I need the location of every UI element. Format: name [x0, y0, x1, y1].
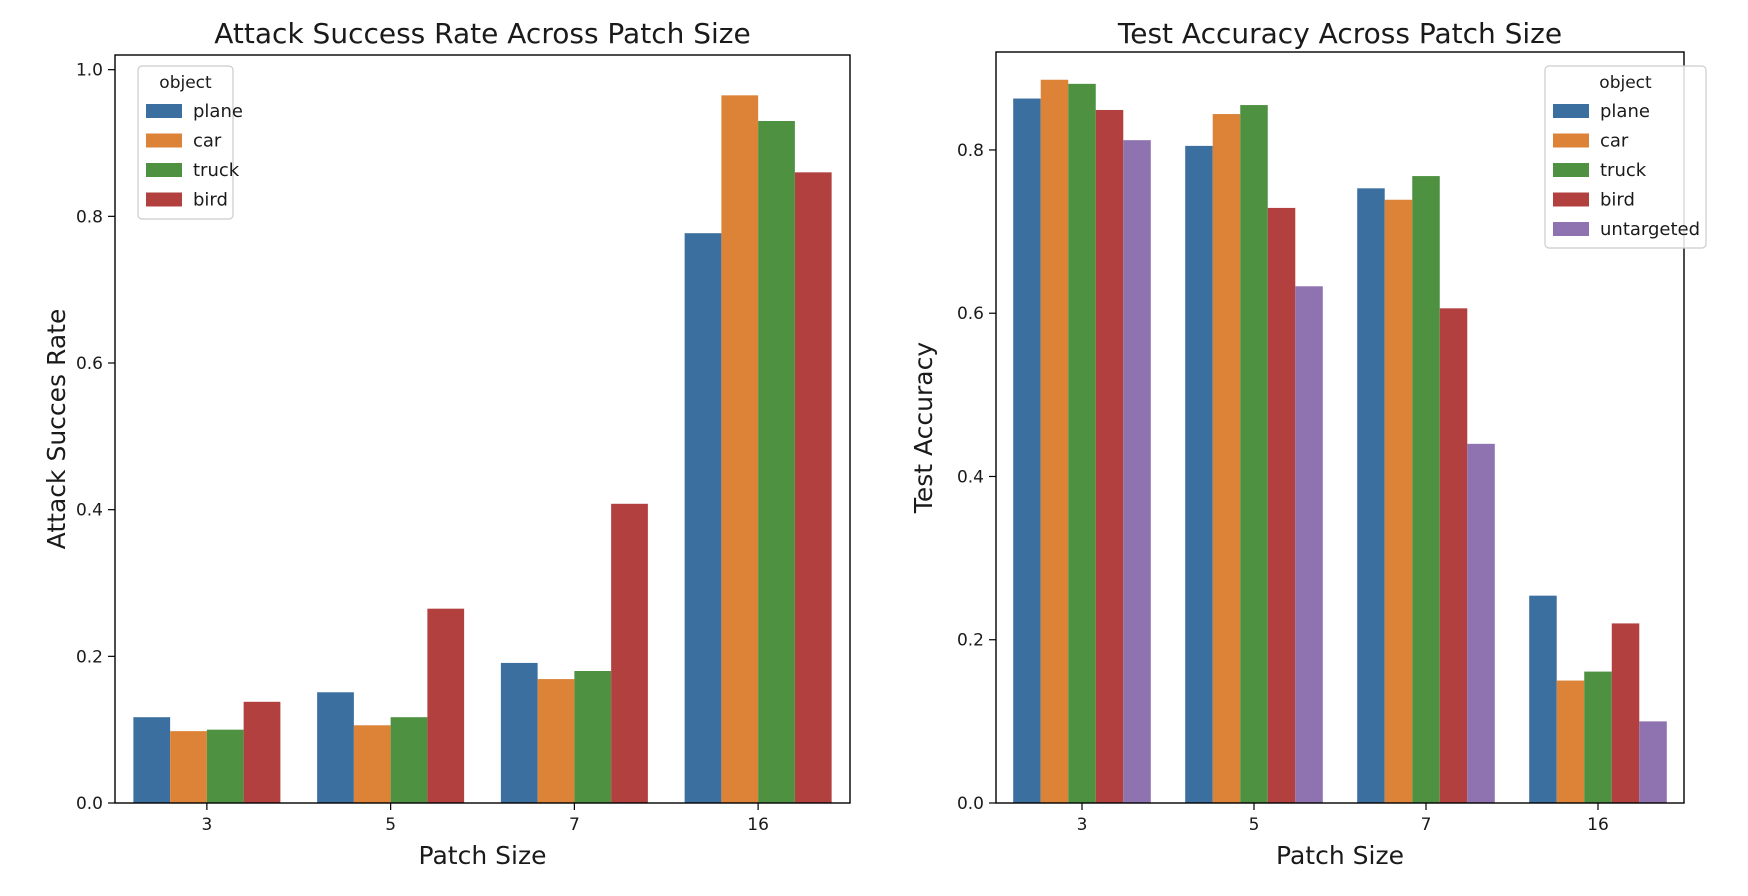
bar-truck-3: [1068, 83, 1096, 804]
bar-bird-7: [611, 503, 648, 803]
chart-title: Test Accuracy Across Patch Size: [1117, 17, 1562, 50]
bar-bird-5: [1267, 207, 1296, 803]
chart-test-accuracy: 3 5 7 16 0.0 0.2 0.4 0.6 0.8 Test Accuracy Across…: [909, 17, 1707, 870]
bar-bird-16: [1611, 623, 1640, 803]
bar-plane-7: [500, 662, 538, 803]
y-tick-label: 0.2: [76, 647, 103, 667]
bar-car-16: [1556, 680, 1585, 803]
y-tick-label: 0.8: [76, 207, 103, 227]
bar-truck-5: [1240, 105, 1268, 803]
legend-label-car: car: [1600, 131, 1629, 152]
y-axis-label: Attack Succes Rate: [42, 309, 71, 550]
bar-car-5: [1212, 114, 1241, 804]
legend-label-untargeted: untargeted: [1600, 219, 1700, 240]
bar-untargeted-5: [1295, 286, 1323, 803]
bar-car-16: [721, 95, 759, 803]
bar-truck-16: [1584, 671, 1612, 803]
bar-car-7: [537, 679, 575, 803]
bar-plane-5: [1185, 145, 1213, 804]
y-tick-label: 0.2: [957, 631, 984, 651]
y-tick-label: 0.4: [957, 467, 984, 487]
bar-truck-5: [390, 717, 428, 803]
bar-plane-7: [1357, 188, 1385, 803]
bar-bird-5: [427, 608, 465, 803]
chart-title: Attack Success Rate Across Patch Size: [214, 17, 750, 50]
legend-swatch-bird: [1553, 192, 1589, 207]
bar-car-3: [170, 731, 207, 803]
bar-car-3: [1040, 79, 1069, 803]
x-axis-label: Patch Size: [1276, 841, 1404, 870]
y-tick-label: 0.6: [76, 354, 103, 374]
bar-untargeted-7: [1467, 443, 1495, 803]
bar-untargeted-3: [1123, 140, 1151, 803]
bar-plane-3: [1013, 98, 1041, 803]
x-tick-label: 3: [201, 815, 212, 835]
legend-title: object: [1599, 73, 1652, 93]
legend-swatch-truck: [1553, 163, 1589, 177]
bar-bird-7: [1439, 308, 1468, 803]
y-tick-label: 0.8: [957, 141, 984, 161]
y-tick-label: 0.4: [76, 501, 103, 521]
y-tick-label: 0.0: [957, 794, 984, 814]
bar-bird-3: [243, 701, 281, 803]
plot-frame: [995, 51, 1685, 804]
x-axis-label: Patch Size: [419, 841, 547, 870]
legend-label-plane: plane: [1600, 101, 1650, 122]
bar-truck-3: [206, 729, 244, 803]
x-tick-label: 16: [747, 815, 769, 835]
y-tick-label: 0.6: [957, 304, 984, 324]
legend-swatch-untargeted: [1553, 222, 1589, 236]
legend-label-car: car: [193, 131, 222, 152]
bar-truck-7: [574, 671, 612, 803]
legend-title: object: [159, 73, 212, 93]
legend: object plane car truck bird: [137, 65, 243, 220]
legend-label-truck: truck: [1600, 160, 1647, 181]
legend-label-plane: plane: [193, 101, 243, 122]
chart-attack-success-rate: 3 5 7 16 0.0 0.2 0.4 0.6 0.8 1.0 Attack Success Ra…: [42, 17, 851, 870]
bar-car-5: [353, 725, 391, 803]
legend-swatch-car: [146, 133, 182, 148]
bar-untargeted-16: [1639, 721, 1667, 803]
bar-plane-5: [317, 692, 354, 803]
bar-plane-16: [1529, 595, 1557, 803]
x-tick-label: 3: [1077, 815, 1088, 835]
legend-label-bird: bird: [1600, 190, 1635, 211]
legend-label-bird: bird: [193, 190, 228, 211]
y-tick-label: 0.0: [76, 794, 103, 814]
bars: [1013, 79, 1667, 804]
legend-swatch-plane: [1553, 104, 1589, 118]
x-tick-label: 7: [1421, 815, 1432, 835]
bar-plane-3: [133, 717, 171, 803]
bar-truck-7: [1412, 176, 1440, 803]
bar-plane-16: [684, 233, 722, 803]
x-tick-label: 5: [1249, 815, 1260, 835]
legend-swatch-car: [1553, 133, 1589, 148]
bars: [133, 95, 832, 803]
legend-swatch-truck: [146, 163, 182, 177]
bar-truck-16: [758, 121, 795, 803]
legend: object plane car truck bird untargeted: [1544, 65, 1707, 249]
legend-swatch-bird: [146, 192, 182, 207]
legend-swatch-plane: [146, 104, 182, 118]
bar-car-7: [1384, 199, 1413, 803]
bar-bird-3: [1095, 109, 1124, 803]
plot-frame: [114, 54, 851, 804]
x-tick-label: 5: [385, 815, 396, 835]
x-tick-label: 7: [569, 815, 580, 835]
bar-bird-16: [794, 172, 832, 803]
legend-label-truck: truck: [193, 160, 240, 181]
y-tick-label: 1.0: [76, 61, 103, 81]
y-axis-label: Test Accuracy: [909, 342, 938, 515]
x-tick-label: 16: [1587, 815, 1609, 835]
